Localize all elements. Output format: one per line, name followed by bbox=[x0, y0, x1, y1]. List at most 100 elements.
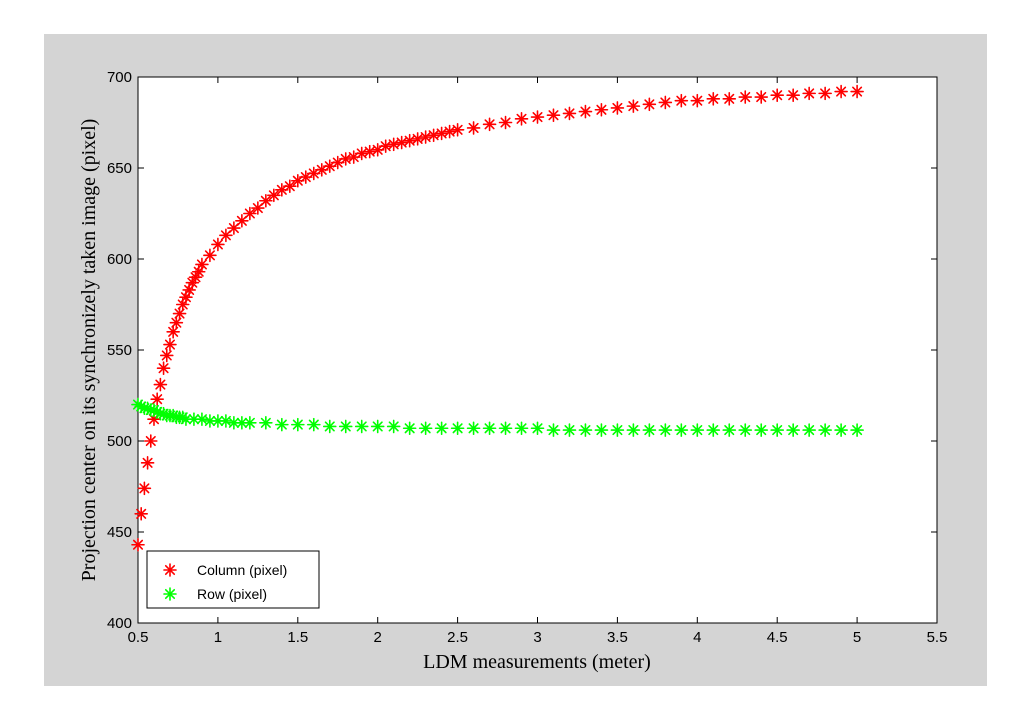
data-point bbox=[195, 412, 209, 426]
legend-box bbox=[146, 550, 320, 609]
data-point bbox=[362, 144, 377, 159]
data-point bbox=[410, 132, 425, 146]
data-point bbox=[626, 423, 641, 437]
data-point bbox=[786, 88, 800, 102]
data-point bbox=[243, 206, 257, 221]
legend-marker-row bbox=[163, 587, 177, 601]
data-point bbox=[426, 128, 441, 143]
data-point bbox=[402, 421, 417, 436]
data-point bbox=[338, 419, 353, 434]
data-point bbox=[466, 121, 481, 135]
data-point bbox=[338, 152, 353, 166]
data-point bbox=[378, 139, 393, 153]
data-point bbox=[690, 423, 705, 437]
data-point bbox=[514, 112, 529, 126]
data-point bbox=[394, 135, 409, 150]
data-point bbox=[530, 110, 545, 124]
data-point bbox=[770, 423, 785, 437]
data-point bbox=[594, 423, 609, 437]
data-point bbox=[754, 90, 769, 104]
data-point bbox=[354, 419, 369, 434]
data-point bbox=[159, 348, 174, 363]
data-point bbox=[434, 126, 449, 141]
y-axis: 400 450 500 550 600 650 700 bbox=[107, 69, 937, 632]
data-point bbox=[283, 179, 297, 193]
data-point bbox=[227, 415, 241, 430]
x-tick-label: 2 bbox=[374, 629, 382, 646]
data-point bbox=[690, 93, 705, 108]
data-point bbox=[562, 106, 577, 121]
data-point bbox=[818, 86, 832, 101]
data-point bbox=[498, 421, 513, 436]
data-point bbox=[243, 415, 257, 430]
data-point bbox=[578, 423, 593, 437]
data-point bbox=[674, 423, 689, 437]
data-point bbox=[546, 423, 561, 437]
data-point bbox=[498, 115, 513, 130]
x-tick-label: 5.5 bbox=[927, 629, 948, 646]
data-point bbox=[418, 421, 433, 436]
data-point bbox=[219, 228, 233, 243]
data-point bbox=[850, 423, 864, 437]
data-point bbox=[450, 421, 465, 436]
data-point bbox=[140, 456, 155, 470]
data-point bbox=[706, 423, 721, 437]
data-point bbox=[418, 130, 433, 144]
data-point bbox=[770, 88, 785, 102]
data-point bbox=[156, 361, 171, 376]
y-tick-label: 650 bbox=[107, 160, 132, 177]
data-point bbox=[169, 315, 184, 330]
data-point bbox=[259, 415, 273, 430]
y-tick-label: 550 bbox=[107, 342, 132, 359]
data-point bbox=[530, 421, 545, 436]
x-axis-label: LDM measurements (meter) bbox=[423, 651, 651, 673]
data-point bbox=[267, 188, 281, 203]
x-tick-label: 5 bbox=[853, 629, 861, 646]
data-point bbox=[166, 324, 180, 339]
data-point bbox=[203, 248, 217, 263]
legend-label-column: Column (pixel) bbox=[197, 562, 287, 578]
y-axis-label: Projection center on its synchronizely t… bbox=[78, 119, 100, 582]
series-row bbox=[131, 397, 864, 437]
data-point bbox=[674, 93, 689, 108]
data-point bbox=[211, 237, 225, 252]
data-point bbox=[314, 163, 329, 177]
data-point bbox=[402, 133, 417, 148]
x-tick-label: 3.5 bbox=[607, 629, 628, 646]
data-point bbox=[626, 99, 641, 113]
data-point bbox=[722, 92, 737, 106]
data-point bbox=[370, 419, 385, 434]
data-point bbox=[306, 417, 321, 432]
data-point bbox=[235, 213, 249, 228]
series-column bbox=[131, 84, 864, 552]
data-series bbox=[131, 84, 864, 552]
data-point bbox=[466, 421, 481, 436]
y-tick-label: 500 bbox=[107, 433, 132, 450]
data-point bbox=[143, 434, 158, 448]
data-point bbox=[818, 423, 832, 437]
data-point bbox=[706, 92, 721, 106]
data-point bbox=[150, 392, 164, 406]
y-tick-label: 700 bbox=[107, 69, 132, 86]
data-point bbox=[722, 423, 737, 437]
legend-marker-icon bbox=[163, 563, 177, 577]
x-tick-label: 4.5 bbox=[767, 629, 788, 646]
data-point bbox=[834, 84, 848, 99]
x-tick-label: 2.5 bbox=[447, 629, 468, 646]
data-point bbox=[482, 421, 497, 436]
data-point bbox=[434, 421, 449, 436]
x-axis: 0.5 1 1.5 2 2.5 3 3.5 4 4.5 5 5.5 bbox=[128, 77, 948, 646]
data-point bbox=[386, 137, 401, 152]
legend-marker-column bbox=[163, 563, 177, 577]
data-point bbox=[227, 221, 241, 235]
data-point bbox=[738, 423, 753, 437]
data-point bbox=[610, 101, 625, 115]
data-point bbox=[754, 423, 769, 437]
data-point bbox=[185, 275, 200, 290]
data-point bbox=[442, 124, 457, 139]
data-point bbox=[322, 419, 337, 434]
data-point bbox=[658, 423, 673, 437]
data-point bbox=[290, 417, 305, 432]
data-point bbox=[802, 423, 816, 437]
